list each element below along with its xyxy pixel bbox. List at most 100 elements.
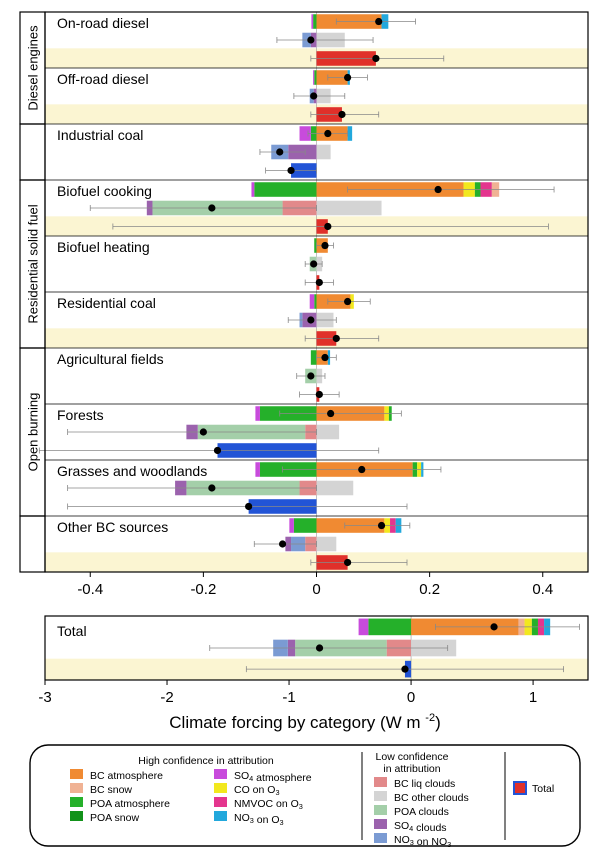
direct-total-dot <box>358 465 366 474</box>
direct-forcing-segment <box>314 238 317 253</box>
cloud-total-dot <box>278 540 287 548</box>
total-panel-label: Total <box>57 623 87 639</box>
cloud-total-dot <box>276 148 284 156</box>
x-tick-label: -1 <box>282 689 295 706</box>
category-label: Other BC sources <box>57 519 168 535</box>
legend-swatch <box>214 769 227 779</box>
cloud-forcing-segment <box>316 424 340 440</box>
legend-swatch <box>214 797 227 807</box>
direct-total-dot <box>490 623 498 631</box>
cloud-total-dot <box>310 92 318 100</box>
direct-total-dot <box>327 409 335 418</box>
cloud-total-dot <box>310 260 318 268</box>
direct-forcing-segment <box>255 462 260 477</box>
legend-label: SO4 atmosphere <box>234 770 312 784</box>
legend-low-title: Low confidence <box>376 751 449 763</box>
direct-total-dot <box>321 241 329 250</box>
x-axis-label: Climate forcing by category (W m -2) <box>169 712 440 732</box>
total-dot <box>338 110 346 119</box>
cloud-total-dot <box>315 644 324 652</box>
direct-total-dot <box>377 521 386 530</box>
legend-swatch <box>374 819 387 829</box>
legend-frame <box>29 744 581 847</box>
direct-forcing-segment <box>311 14 314 29</box>
legend-swatch <box>70 811 83 821</box>
legend-swatch <box>374 791 387 801</box>
category-label: Grasses and woodlands <box>57 463 207 479</box>
x-tick-label: -2 <box>160 689 173 706</box>
total-dot <box>213 446 222 455</box>
category-label: Forests <box>57 407 104 423</box>
legend-label: SO4 clouds <box>394 820 447 834</box>
group-label: Open burning <box>26 393 41 472</box>
legend-label: BC atmosphere <box>90 770 163 782</box>
total-dot <box>372 54 380 63</box>
cloud-total-dot <box>208 204 216 212</box>
x-tick-label: 0.4 <box>532 581 553 598</box>
direct-forcing-segment <box>293 518 317 533</box>
x-tick-label: 1 <box>529 689 537 706</box>
legend-label: NO3 on NO3 <box>394 834 451 849</box>
legend-swatch <box>374 805 387 815</box>
direct-forcing-segment <box>368 618 412 636</box>
legend-swatch <box>214 783 227 793</box>
category-label: Agricultural fields <box>57 351 164 367</box>
direct-forcing-segment <box>313 14 317 29</box>
legend-swatch <box>374 833 387 843</box>
direct-total-dot <box>321 353 329 362</box>
legend-high-title: High confidence in attribution <box>138 755 274 767</box>
group-box <box>19 515 46 573</box>
total-dot <box>344 558 352 567</box>
total-dot <box>324 222 332 231</box>
legend-swatch <box>374 777 387 787</box>
legend-low-title: in attribution <box>383 763 440 775</box>
cloud-total-dot <box>307 372 315 380</box>
cloud-forcing-segment <box>316 536 337 552</box>
x-tick-label: -0.2 <box>190 581 216 598</box>
legend-label: BC liq clouds <box>394 778 455 790</box>
total-dot <box>332 334 340 343</box>
total-panel-frame <box>44 615 589 681</box>
legend-swatch <box>214 811 227 821</box>
direct-forcing-segment <box>314 294 317 309</box>
direct-forcing-segment <box>289 518 294 533</box>
direct-forcing-segment <box>299 126 311 141</box>
x-tick-label: 0.2 <box>419 581 440 598</box>
direct-total-dot <box>324 129 332 138</box>
x-tick-label: 0 <box>312 581 320 598</box>
legend-swatch <box>70 797 83 807</box>
legend-label: POA atmosphere <box>90 798 170 810</box>
category-label: Biofuel cooking <box>57 183 152 199</box>
x-tick-label: 0 <box>407 689 415 706</box>
group-box <box>19 123 46 181</box>
total-dot <box>287 166 295 175</box>
direct-forcing-segment <box>310 350 317 365</box>
cloud-total-dot <box>307 36 315 44</box>
cloud-forcing-segment <box>316 480 354 496</box>
direct-forcing-segment <box>313 70 315 85</box>
cloud-forcing-segment <box>316 200 382 216</box>
cloud-total-dot <box>199 428 207 436</box>
legend-label: BC other clouds <box>394 792 469 804</box>
group-label: Diesel engines <box>26 25 41 111</box>
legend-label: CO on O3 <box>234 784 280 797</box>
legend-label: POA clouds <box>394 806 449 818</box>
direct-forcing-segment <box>314 70 317 85</box>
direct-forcing-segment <box>251 182 255 197</box>
legend-label: NMVOC on O3 <box>234 798 303 811</box>
category-label: Biofuel heating <box>57 239 150 255</box>
total-dot <box>315 390 323 399</box>
direct-forcing-segment <box>347 126 353 141</box>
cloud-total-dot <box>307 316 315 324</box>
category-label: Industrial coal <box>57 127 143 143</box>
category-label: Off-road diesel <box>57 71 149 87</box>
legend-label: POA snow <box>90 812 139 824</box>
direct-forcing-segment <box>358 618 369 636</box>
legend-total-label: Total <box>532 783 554 795</box>
direct-forcing-segment <box>255 406 260 421</box>
direct-total-dot <box>344 297 352 306</box>
category-label: Residential coal <box>57 295 156 311</box>
x-tick-label: -3 <box>38 689 51 706</box>
category-label: On-road diesel <box>57 15 149 31</box>
